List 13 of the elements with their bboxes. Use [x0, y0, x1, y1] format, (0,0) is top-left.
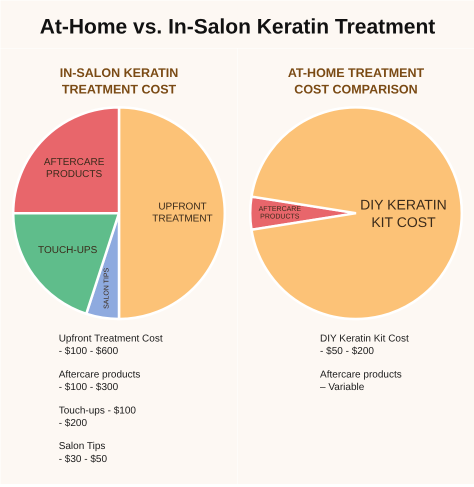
text: Touch-ups - $100 - $200 [58, 405, 136, 429]
text: Upfront Treatment Cost - $100 - $600 [58, 334, 163, 358]
text: Aftercare products - $100 - $300 [58, 369, 140, 394]
text: Aftercare products – Variable [320, 369, 402, 394]
text: DIY Keratin Kit Cost - $50 - $200 [320, 334, 409, 358]
chart-subtitle: AT-HOME TREATMENT COST COMPARISON [288, 66, 425, 96]
slice-label: AFTERCARE PRODUCTS [44, 156, 105, 180]
slice-label: UPFRONT TREATMENT [152, 202, 213, 225]
text: Salon Tips - $30 - $50 [58, 441, 108, 465]
slice-label: TOUCH-UPS [38, 244, 98, 256]
chart-title: At-Home vs. In-Salon Keratin Treatment [40, 15, 436, 38]
slice-label: DIY KERATIN KIT COST [360, 196, 447, 230]
chart-subtitle: IN-SALON KERATIN TREATMENT COST [60, 66, 178, 96]
